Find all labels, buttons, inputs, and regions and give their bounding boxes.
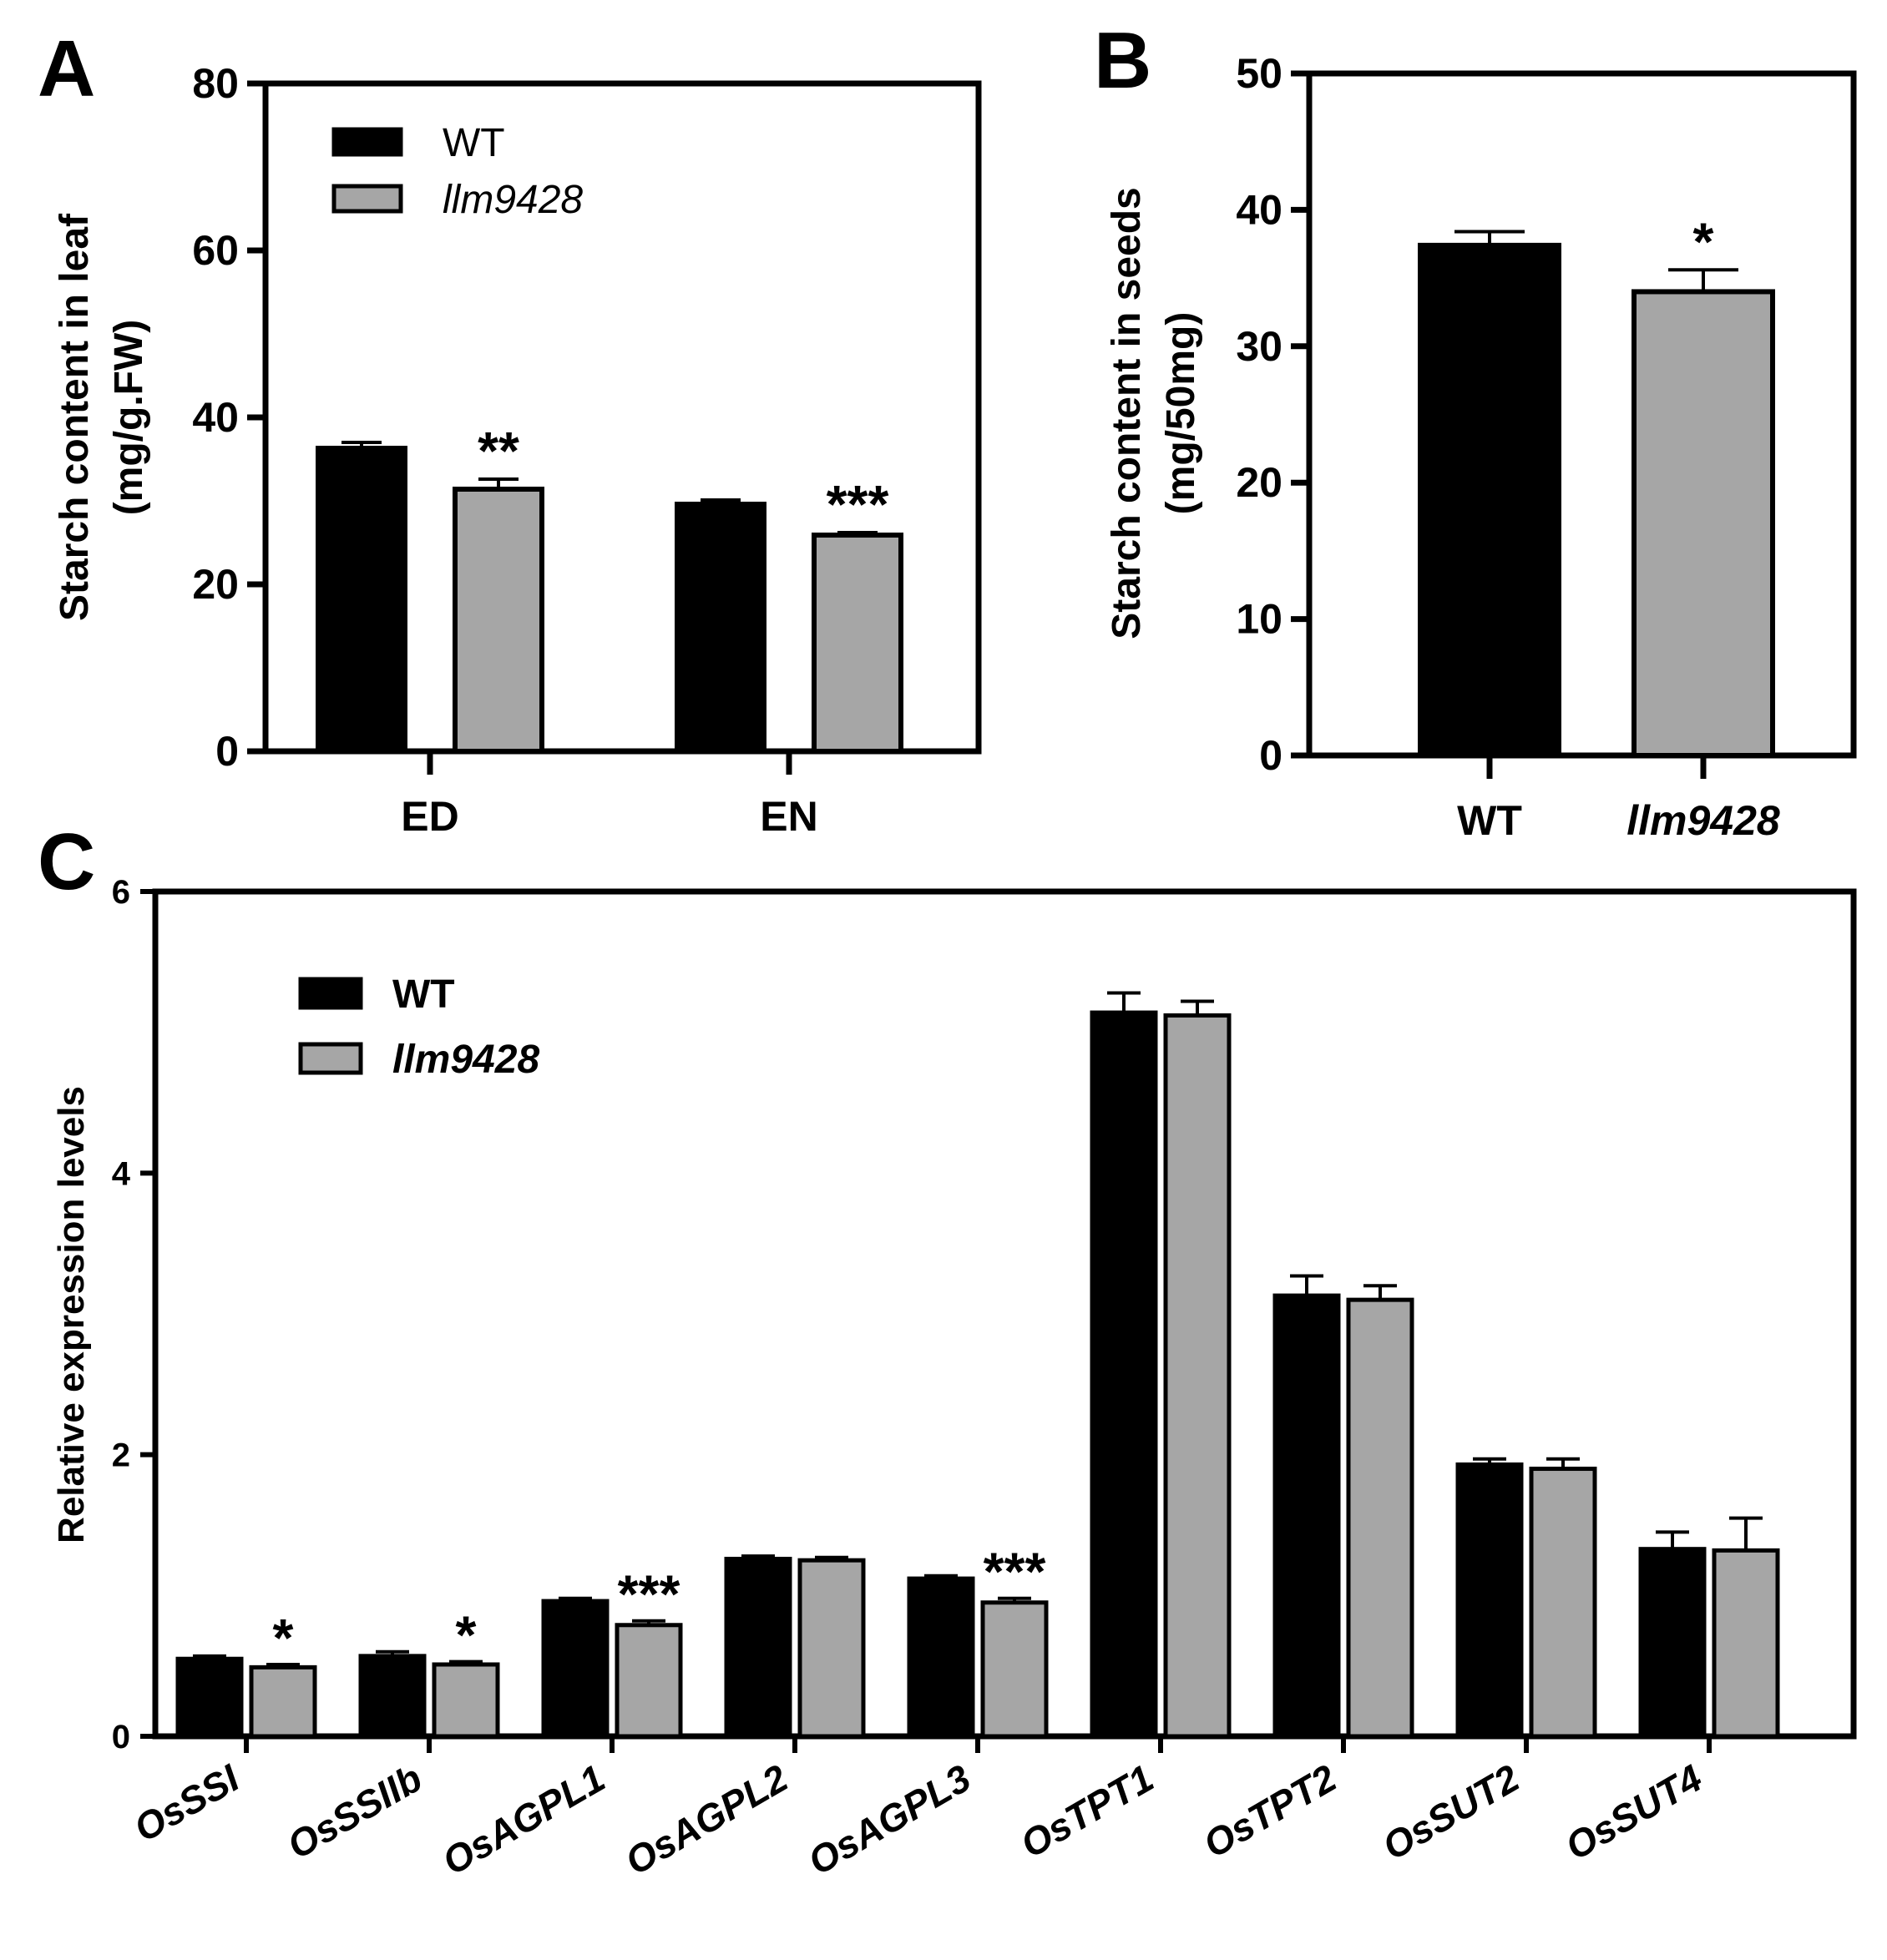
panel-c-ytick-label: 2 (112, 1437, 130, 1474)
panel-c-significance: *** (984, 1542, 1046, 1602)
panel-a-legend-label: WT (443, 121, 505, 165)
panel-c-ytick-label: 6 (112, 874, 130, 911)
panel-c-category-label: OsSUT4 (1558, 1756, 1709, 1869)
panel-a-significance: *** (827, 474, 889, 534)
panel-c-category-label: OsTPT1 (1013, 1756, 1161, 1867)
panel-letter-c: C (38, 817, 95, 907)
panel-a-category-label: EN (760, 793, 817, 840)
panel-a-ylabel: Starch content in leaf (mg/g.FW) (53, 213, 151, 621)
panel-c-legend-swatch (298, 977, 363, 1010)
panel-c-bar (1455, 1462, 1524, 1739)
panel-b-category-label: WT (1457, 797, 1522, 844)
panel-c-legend-swatch (298, 1042, 363, 1075)
panel-c-category-label: OsTPT2 (1196, 1755, 1343, 1866)
panel-c-category-label: OsSUT2 (1375, 1755, 1526, 1868)
panel-a-ylabel-line: (mg/g.FW) (107, 320, 151, 516)
panel-a-ytick-label: 20 (192, 561, 239, 608)
panel-c-significance: *** (618, 1564, 680, 1624)
panel-c-ytick-label: 0 (112, 1719, 130, 1755)
panel-a-ytick-label: 80 (192, 60, 239, 107)
panel-c-ylabel: Relative expression levels (51, 1086, 92, 1543)
panel-c-category-label: OsAGPL3 (801, 1755, 978, 1883)
panel-c-bar (1163, 1013, 1232, 1739)
panel-c-bar (541, 1599, 610, 1739)
panel-b-ytick-label: 20 (1236, 459, 1282, 506)
panel-b-bar (1418, 242, 1561, 759)
panel-b-ytick-label: 10 (1236, 596, 1282, 643)
panel-b-ylabel-line: (mg/50mg) (1159, 312, 1203, 515)
panel-c-bar (358, 1654, 427, 1739)
panel-a-ytick-label: 0 (215, 728, 239, 775)
panel-c-bar (432, 1662, 500, 1739)
panel-a-bar (316, 446, 407, 754)
panel-c-bar (1272, 1293, 1341, 1739)
panel-b-chart: 0 10 20 30 40 50 Starch content in seeds (mg/50… (1105, 50, 1857, 844)
panel-a-bar (453, 487, 544, 754)
panel-c-significance: * (273, 1608, 294, 1668)
panel-b-ylabel-line: Starch content in seeds (1105, 187, 1149, 639)
panel-a-chart: 0 20 40 60 80 Starch content in leaf (mg/g.FW)… (53, 60, 982, 840)
panel-letter-a: A (38, 24, 95, 114)
panel-c-ytick-label: 4 (112, 1155, 131, 1192)
panel-c-category-label: OsAGPL1 (435, 1756, 612, 1883)
panel-c-bar (1712, 1548, 1780, 1739)
panel-a-category-label: ED (401, 793, 458, 840)
panel-c-category-label: OsAGPL2 (618, 1755, 795, 1883)
panel-a-ytick-label: 40 (192, 394, 239, 441)
panel-c-bar (1090, 1010, 1158, 1739)
panel-c-bar (797, 1558, 866, 1739)
panel-c-bar (980, 1600, 1049, 1739)
panel-c-bar (907, 1576, 975, 1739)
panel-b-ylabel: Starch content in seeds (mg/50mg) (1105, 187, 1203, 639)
panel-b-ytick-label: 50 (1236, 50, 1282, 97)
panel-c-bar (249, 1664, 317, 1739)
panel-b-bar (1632, 289, 1775, 758)
panel-b-ytick-label: 40 (1236, 186, 1282, 233)
panel-c-chart: 0 2 4 6 Relative expression levels OsSSI * OsSS… (51, 874, 1857, 1883)
panel-c-bar (175, 1656, 244, 1739)
panel-a-significance: ** (478, 421, 519, 481)
panel-c-significance: * (456, 1605, 477, 1665)
panel-letter-b: B (1094, 16, 1151, 105)
panel-a-legend-swatch (331, 127, 403, 157)
panel-b-ytick-label: 0 (1259, 732, 1282, 779)
panel-a-ylabel-line: Starch content in leaf (53, 213, 97, 621)
panel-c-bar (1529, 1467, 1597, 1739)
panel-c-category-label: OsSSIIb (280, 1756, 429, 1867)
panel-a-legend-swatch (331, 184, 403, 214)
panel-c-bar (1346, 1297, 1414, 1739)
panel-b-ytick-label: 30 (1236, 323, 1282, 370)
panel-a-ytick-label: 60 (192, 227, 239, 274)
panel-b-plot-frame (1306, 70, 1857, 759)
panel-b-category-label: llm9428 (1626, 797, 1780, 844)
panel-b-significance: * (1693, 211, 1714, 271)
panel-c-bar (615, 1623, 683, 1739)
panel-a-bar (675, 502, 766, 754)
panel-c-legend-label: llm9428 (392, 1038, 539, 1082)
panel-a-bar (812, 533, 903, 754)
panel-c-bar (724, 1556, 792, 1739)
panel-a-legend-label: llm9428 (443, 178, 583, 222)
panel-c-category-label: OsSSI (127, 1755, 247, 1850)
panel-c-bar (1638, 1547, 1707, 1739)
panel-c-legend-label: WT (392, 972, 455, 1017)
